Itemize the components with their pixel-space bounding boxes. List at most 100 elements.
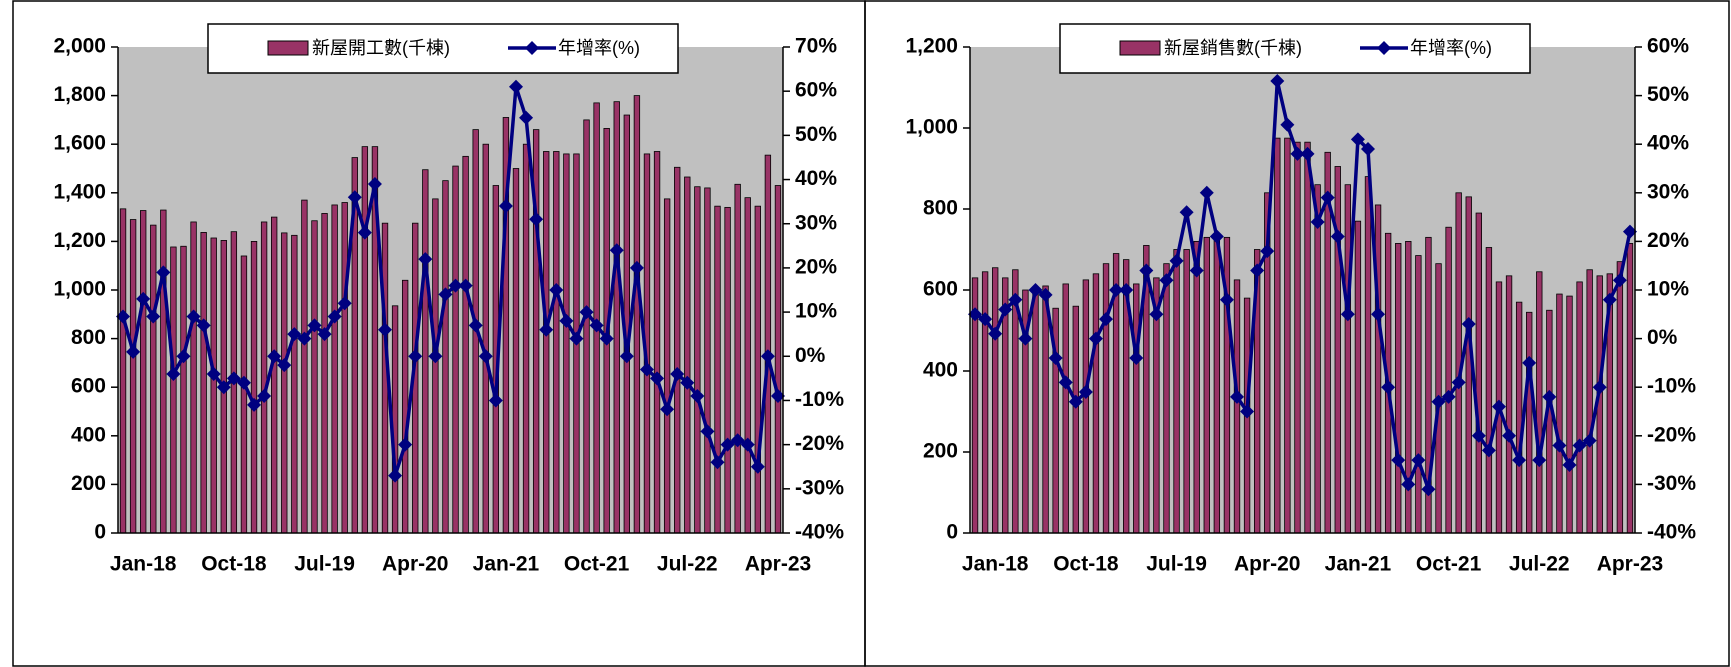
bar	[291, 234, 298, 534]
marker	[1532, 453, 1547, 468]
x-tick-label: Oct-21	[564, 553, 630, 576]
bar	[422, 169, 429, 534]
bar	[1042, 285, 1049, 534]
bar	[992, 267, 999, 534]
bar	[543, 151, 550, 534]
bar	[1354, 220, 1362, 534]
y2-tick-label: -30%	[1647, 472, 1696, 495]
bar	[653, 151, 661, 534]
bar	[1133, 283, 1140, 534]
y-tick-label: 1,800	[53, 83, 106, 106]
plot-area	[970, 47, 1635, 533]
marker	[1320, 190, 1335, 205]
y-tick-label: 1,600	[53, 132, 106, 155]
marker	[680, 375, 695, 390]
marker	[488, 393, 503, 408]
bar	[240, 255, 248, 534]
y-tick-label: 1,200	[905, 35, 958, 58]
bar	[1546, 309, 1553, 534]
bar	[301, 199, 308, 534]
marker	[690, 389, 705, 404]
marker	[267, 349, 282, 364]
marker	[347, 190, 362, 205]
marker	[1421, 482, 1436, 497]
marker	[317, 327, 332, 342]
marker	[1179, 205, 1194, 220]
legend-label: 新屋開工數(千棟)	[312, 38, 450, 58]
bar	[1032, 287, 1039, 534]
y2-tick-label: 60%	[1647, 35, 1689, 58]
y2-tick-label: -30%	[795, 476, 844, 499]
bar	[694, 186, 701, 534]
x-tick-label: Apr-20	[1234, 553, 1301, 576]
marker	[599, 331, 614, 346]
marker	[458, 278, 473, 293]
bar	[452, 165, 459, 534]
marker	[1219, 292, 1234, 307]
marker	[216, 380, 231, 395]
bar	[1294, 141, 1301, 534]
marker	[468, 318, 483, 333]
marker	[1078, 385, 1093, 400]
marker	[1230, 389, 1245, 404]
marker	[1441, 389, 1456, 404]
marker	[1038, 287, 1053, 302]
marker	[1401, 477, 1416, 492]
legend-label: 年增率(%)	[1410, 38, 1492, 58]
bar	[271, 216, 278, 534]
marker	[1008, 292, 1023, 307]
legend-swatch	[1377, 41, 1391, 55]
bar	[1526, 311, 1533, 534]
marker	[418, 252, 433, 267]
bar	[1072, 305, 1079, 534]
y2-tick-label: -40%	[1647, 521, 1696, 544]
y-tick-label: 800	[923, 197, 958, 220]
marker	[750, 459, 765, 474]
marker	[609, 243, 624, 258]
bar	[1314, 184, 1321, 534]
marker	[1562, 457, 1577, 472]
bar	[200, 232, 207, 534]
marker	[287, 327, 302, 342]
x-tick-label: Oct-21	[1416, 553, 1482, 576]
marker	[176, 349, 191, 364]
marker	[660, 402, 675, 417]
y2-tick-label: -20%	[1647, 423, 1696, 446]
marker	[589, 318, 604, 333]
marker	[1129, 351, 1144, 366]
x-tick-label: Apr-23	[745, 553, 812, 576]
marker	[1270, 74, 1285, 89]
y-tick-label: 200	[923, 440, 958, 463]
marker	[398, 437, 413, 452]
marker	[1340, 307, 1355, 322]
marker	[1099, 312, 1114, 327]
bar	[1536, 271, 1543, 534]
bar	[1515, 301, 1523, 534]
bar	[1274, 137, 1281, 534]
marker	[1512, 453, 1527, 468]
marker	[116, 309, 131, 324]
y2-tick-label: 20%	[1647, 229, 1689, 252]
legend-label: 新屋銷售數(千棟)	[1164, 38, 1302, 58]
bar	[553, 151, 560, 534]
marker	[978, 312, 993, 327]
marker	[1552, 438, 1567, 453]
bar	[210, 237, 217, 534]
bar	[1304, 141, 1311, 534]
bar	[593, 102, 600, 534]
bar	[311, 220, 318, 534]
bar	[1566, 295, 1573, 534]
marker	[1018, 331, 1033, 346]
marker	[1310, 214, 1325, 229]
marker	[388, 468, 403, 483]
x-tick-label: Jan-18	[110, 553, 177, 576]
bar	[190, 221, 197, 534]
bar	[1092, 273, 1100, 534]
y-tick-label: 800	[71, 326, 106, 349]
marker	[1330, 229, 1345, 244]
marker	[1088, 331, 1103, 346]
marker	[519, 110, 534, 125]
marker	[498, 199, 513, 214]
x-tick-label: Jul-19	[294, 553, 355, 576]
bar	[563, 153, 570, 534]
